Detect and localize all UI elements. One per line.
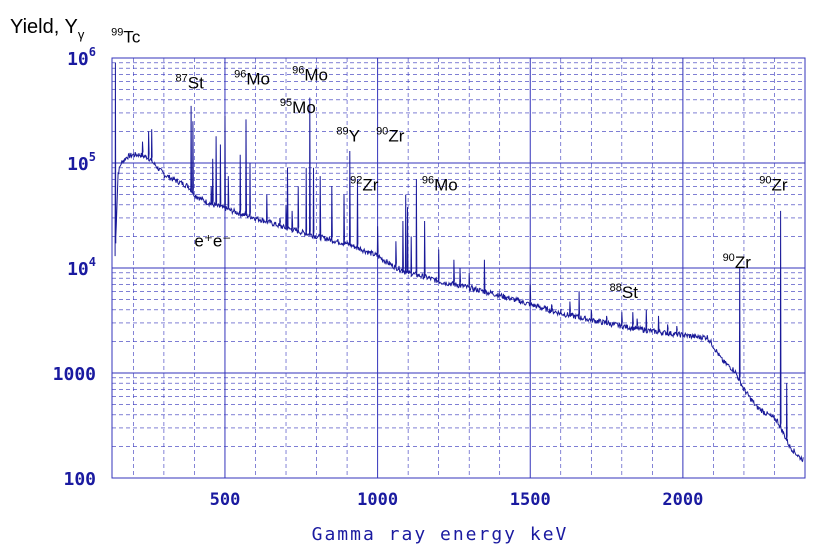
y-tick-label: 100 (63, 469, 96, 490)
y-tick-label: 105 (67, 150, 96, 175)
x-tick-label: 1000 (357, 490, 398, 510)
peak-label: 96Mo (292, 65, 328, 85)
x-tick-label: 2000 (662, 490, 703, 510)
peak-label: 96Mo (234, 68, 270, 88)
y-tick-label: 104 (67, 255, 96, 280)
x-tick-labels: 500 1000 1500 2000 (210, 490, 704, 510)
y-tick-label: 1000 (53, 364, 96, 385)
x-tick-label: 500 (210, 490, 241, 510)
y-tick-labels: 106 105 104 1000 100 (53, 45, 96, 490)
peak-label: 99Tc (111, 27, 141, 47)
plot-frame (111, 57, 806, 479)
peak-label: 90Zr (759, 174, 788, 194)
peak-label: 90Zr (723, 252, 752, 272)
y-tick-label: 106 (67, 45, 96, 70)
peak-label: 96Mo (422, 174, 458, 194)
peak-label: 89Y (336, 126, 360, 146)
peak-label: 90Zr (376, 126, 405, 146)
y-axis-label: Yield, Yγ (10, 16, 85, 42)
peak-label: 87St (175, 73, 204, 93)
x-axis-label: Gamma ray energy keV (312, 524, 569, 545)
minor-grid (112, 58, 805, 478)
x-tick-label: 1500 (510, 490, 551, 510)
spectrum-line (114, 62, 804, 463)
peak-label: e⁺e⁻ (194, 232, 231, 251)
peak-annotations: 99Tc 87St 96Mo 96Mo 95Mo 89Y 90Zr 92Zr 96Mo e⁺e⁻ 8… (111, 27, 788, 302)
peak-label: 95Mo (280, 97, 316, 117)
peak-label: 88St (610, 282, 639, 302)
peak-label: 92Zr (350, 174, 379, 194)
